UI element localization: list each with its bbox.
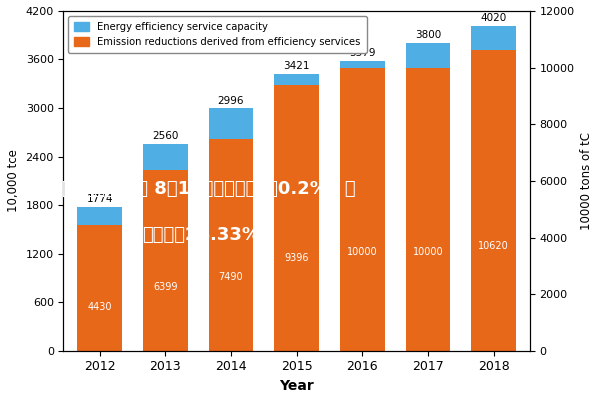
Text: 10000: 10000 <box>413 247 443 257</box>
Text: 2996: 2996 <box>218 96 244 106</box>
Bar <box>340 68 385 351</box>
Legend: Energy efficiency service capacity, Emission reductions derived from efficiency : Energy efficiency service capacity, Emis… <box>68 16 367 53</box>
Bar <box>471 50 516 351</box>
Text: 3800: 3800 <box>415 30 441 40</box>
Bar <box>143 144 188 170</box>
Text: 6399: 6399 <box>153 282 178 292</box>
Bar <box>274 74 319 85</box>
Text: 4430: 4430 <box>88 302 112 312</box>
Bar <box>274 85 319 351</box>
Text: 3579: 3579 <box>349 48 376 58</box>
Text: 3421: 3421 <box>283 61 310 71</box>
Y-axis label: 10,000 tce: 10,000 tce <box>7 150 20 212</box>
Text: 炸股在线配资平台 8月14日亚药转债上涨0.2%， 转: 炸股在线配资平台 8月14日亚药转债上涨0.2%， 转 <box>62 180 356 198</box>
Bar <box>143 170 188 351</box>
Bar <box>406 43 450 68</box>
Text: 4020: 4020 <box>481 13 506 23</box>
Text: 1774: 1774 <box>86 194 113 204</box>
Text: 股溢价率24.33%: 股溢价率24.33% <box>142 226 260 244</box>
Bar <box>77 225 122 351</box>
Bar <box>340 61 385 68</box>
Text: 7490: 7490 <box>218 272 243 282</box>
Bar <box>209 108 253 139</box>
Bar <box>471 26 516 50</box>
Bar <box>406 68 450 351</box>
X-axis label: Year: Year <box>279 379 314 393</box>
Text: 10000: 10000 <box>347 247 377 257</box>
Text: 9396: 9396 <box>284 253 309 263</box>
Y-axis label: 10000 tons of tC: 10000 tons of tC <box>580 132 593 230</box>
Text: 10620: 10620 <box>478 240 509 250</box>
Bar <box>209 139 253 351</box>
Bar <box>77 207 122 225</box>
Text: 2560: 2560 <box>152 131 178 141</box>
